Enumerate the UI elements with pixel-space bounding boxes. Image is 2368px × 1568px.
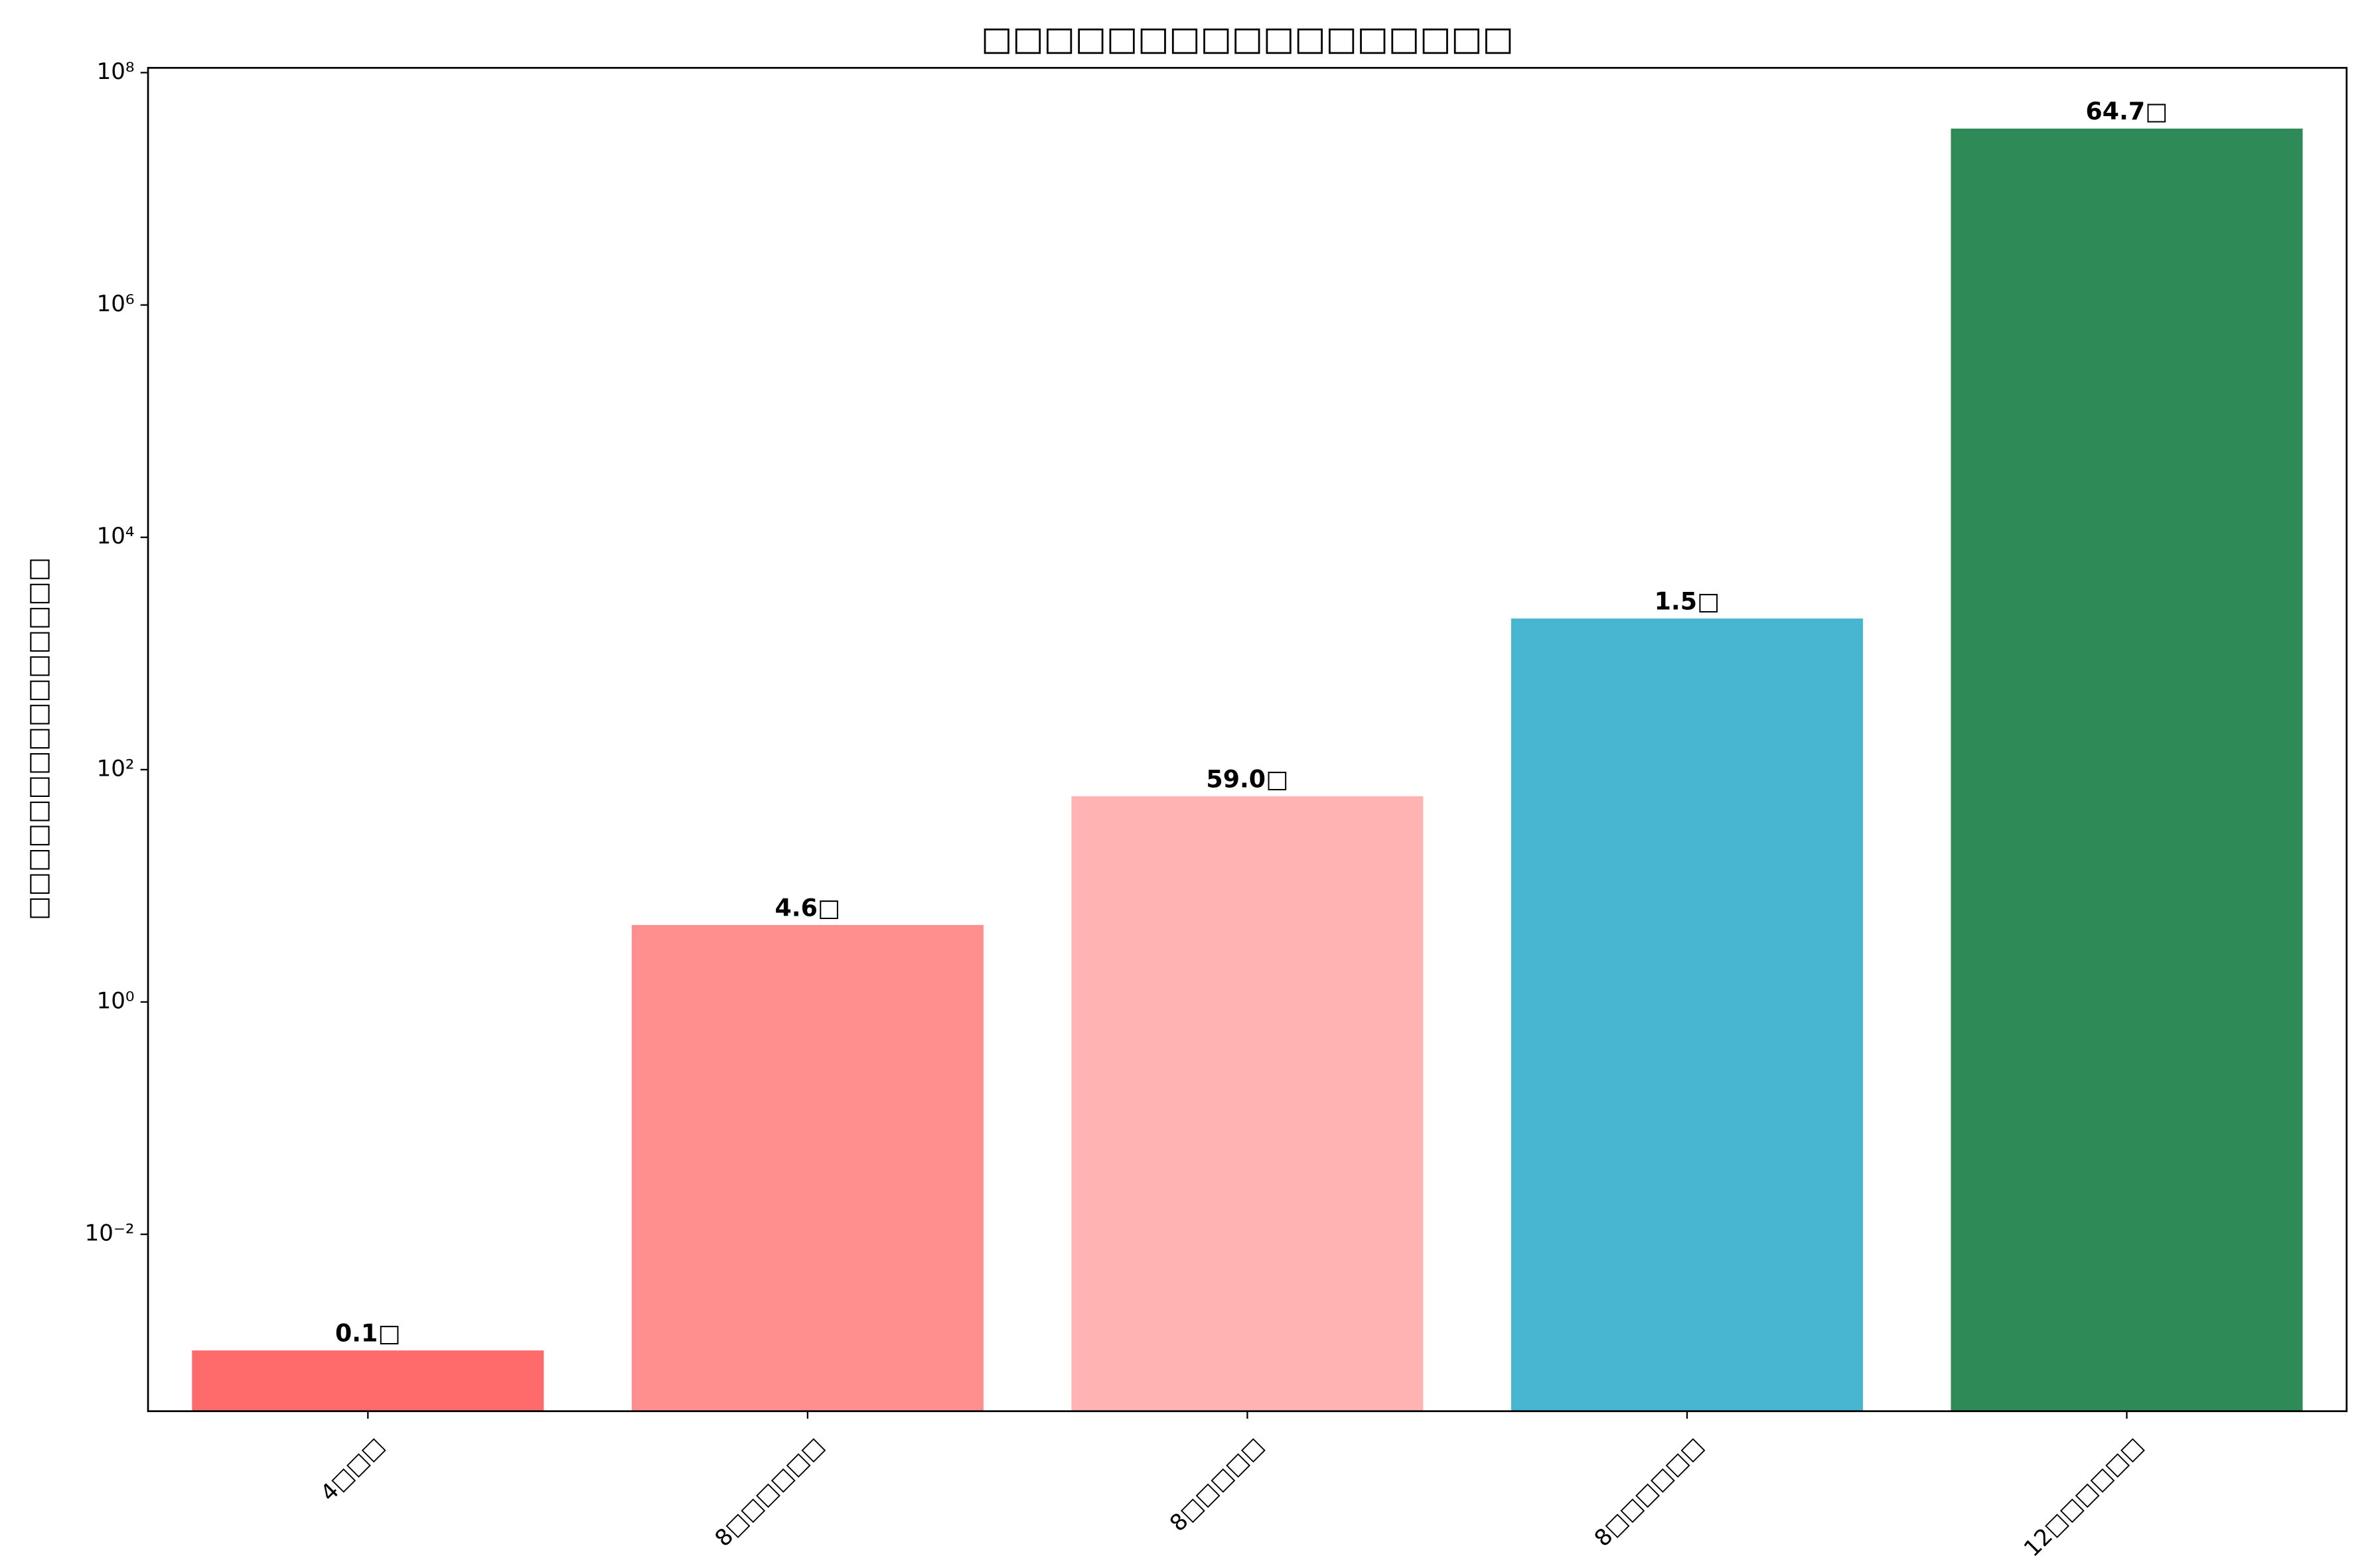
plot-frame [147, 66, 2348, 1413]
y-tick-label: 10⁶ [97, 291, 135, 317]
y-tick-label: 10⁻² [85, 1220, 135, 1247]
value-label: 4.6□ [775, 893, 841, 922]
bar [1951, 128, 2303, 1411]
y-tick-label: 10⁴ [97, 523, 135, 549]
bar [1511, 618, 1863, 1411]
y-axis-label: □□□□□□□□□□□□□□□ [23, 557, 53, 920]
bar [192, 1350, 544, 1411]
chart-title: □□□□□□□□□□□□□□□□□ [981, 19, 1514, 58]
y-tick-label: 10² [97, 755, 135, 782]
y-tick-label: 10⁸ [97, 58, 135, 85]
bar [1071, 796, 1424, 1411]
value-label: 59.0□ [1206, 764, 1288, 793]
value-label: 1.5□ [1655, 587, 1720, 615]
value-label: 0.1□ [335, 1319, 401, 1348]
value-label: 64.7□ [2086, 97, 2168, 125]
y-tick-label: 10⁰ [97, 987, 135, 1014]
bar [631, 924, 984, 1411]
